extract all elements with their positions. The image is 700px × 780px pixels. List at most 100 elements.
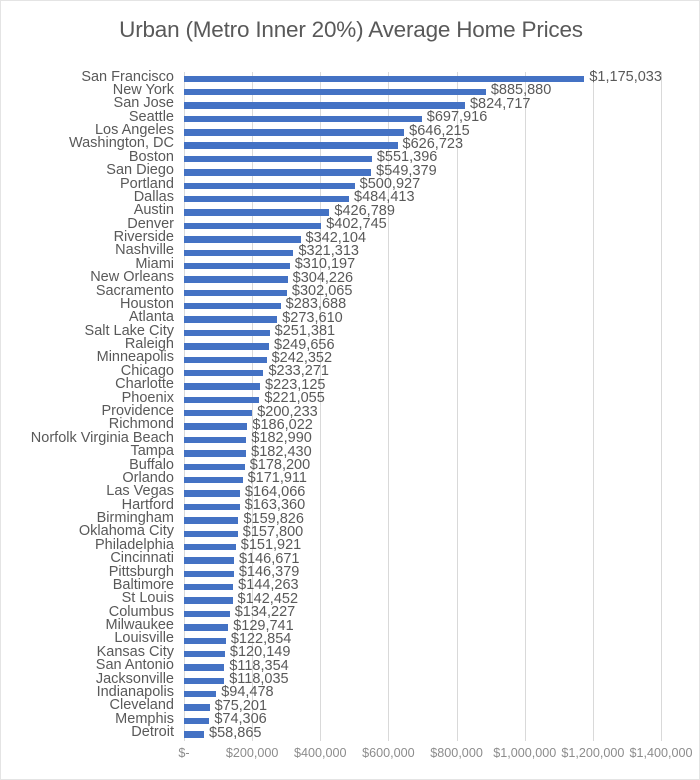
bar[interactable]: [184, 169, 372, 176]
bar[interactable]: [184, 543, 236, 551]
bar-row[interactable]: $302,065: [184, 284, 661, 300]
bar-row[interactable]: $134,227: [184, 605, 661, 621]
bar-row[interactable]: $142,452: [184, 592, 661, 608]
bar-row[interactable]: $75,201: [184, 699, 661, 715]
bar-row[interactable]: $58,865: [184, 725, 661, 742]
bar-row[interactable]: $342,104: [184, 230, 661, 247]
bar[interactable]: [184, 570, 234, 578]
bar-row[interactable]: $171,911: [184, 471, 661, 487]
bar[interactable]: [184, 222, 322, 230]
bar-row[interactable]: $182,990: [184, 431, 661, 447]
bar[interactable]: [184, 396, 260, 404]
bar[interactable]: [184, 209, 330, 216]
bar[interactable]: [184, 610, 230, 618]
bar-row[interactable]: $159,826: [184, 511, 661, 528]
bar-row[interactable]: $157,800: [184, 525, 661, 541]
bar[interactable]: [184, 557, 234, 564]
bar[interactable]: [184, 262, 290, 270]
bar[interactable]: [184, 717, 210, 725]
bar[interactable]: [184, 236, 301, 243]
bar[interactable]: [184, 356, 267, 363]
bar-row[interactable]: $626,723: [184, 137, 661, 153]
bar[interactable]: [184, 530, 238, 537]
bar-row[interactable]: $74,306: [184, 712, 661, 728]
bar-row[interactable]: $697,916: [184, 110, 661, 126]
bar[interactable]: [184, 584, 234, 591]
bar-row[interactable]: $283,688: [184, 297, 661, 313]
bar-row[interactable]: $146,379: [184, 565, 661, 581]
bar-row[interactable]: $200,233: [184, 404, 661, 421]
bar[interactable]: [184, 276, 288, 283]
bar[interactable]: [184, 490, 240, 497]
bar[interactable]: [184, 343, 270, 350]
bar[interactable]: [184, 289, 287, 297]
bar-row[interactable]: $646,215: [184, 123, 661, 140]
bar-row[interactable]: $146,671: [184, 551, 661, 568]
bar[interactable]: [184, 316, 278, 323]
bar-row[interactable]: $426,789: [184, 204, 661, 220]
bar-row[interactable]: $186,022: [184, 418, 661, 434]
bar[interactable]: [184, 303, 281, 310]
bar[interactable]: [184, 115, 422, 123]
bar[interactable]: [184, 450, 247, 457]
bar[interactable]: [184, 369, 264, 377]
bar-row[interactable]: $402,745: [184, 217, 661, 233]
bar[interactable]: [184, 196, 350, 203]
bar[interactable]: [184, 129, 405, 136]
bar-row[interactable]: $144,263: [184, 578, 661, 594]
bar[interactable]: [184, 517, 239, 524]
bar[interactable]: [184, 731, 205, 738]
bar[interactable]: [184, 436, 247, 444]
bar[interactable]: [184, 463, 245, 470]
bar[interactable]: [184, 597, 233, 604]
bar[interactable]: [184, 102, 465, 109]
bar-row[interactable]: $178,200: [184, 458, 661, 474]
bar-row[interactable]: $163,360: [184, 498, 661, 514]
bar[interactable]: [184, 664, 225, 671]
bar[interactable]: [184, 503, 240, 511]
bar-row[interactable]: $118,035: [184, 672, 661, 688]
bar-row[interactable]: $151,921: [184, 538, 661, 554]
bar-row[interactable]: $500,927: [184, 177, 661, 193]
bar-row[interactable]: $182,430: [184, 444, 661, 461]
bar-row[interactable]: $129,741: [184, 618, 661, 635]
bar-row[interactable]: $1,175,033: [184, 70, 662, 86]
bar[interactable]: [184, 155, 372, 163]
bar-row[interactable]: $321,313: [184, 244, 661, 260]
bar[interactable]: [184, 423, 248, 430]
bar-row[interactable]: $549,379: [184, 163, 661, 180]
bar-row[interactable]: $551,396: [184, 150, 661, 166]
bar[interactable]: [184, 249, 294, 256]
bar-row[interactable]: $824,717: [184, 97, 661, 113]
bar[interactable]: [184, 476, 243, 484]
bar-row[interactable]: $484,413: [184, 190, 661, 206]
bar[interactable]: [184, 410, 253, 417]
bar[interactable]: [184, 75, 585, 82]
bar[interactable]: [184, 677, 225, 685]
bar-row[interactable]: $120,149: [184, 645, 661, 661]
bar[interactable]: [184, 383, 261, 390]
bar-row[interactable]: $223,125: [184, 377, 661, 394]
bar-row[interactable]: $94,478: [184, 685, 661, 701]
bar[interactable]: [184, 637, 226, 644]
bar[interactable]: [184, 624, 229, 631]
bar-row[interactable]: $249,656: [184, 337, 661, 354]
bar[interactable]: [184, 142, 398, 149]
bar-row[interactable]: $242,352: [184, 351, 661, 367]
bar-row[interactable]: $122,854: [184, 632, 661, 648]
bar[interactable]: [184, 88, 486, 96]
bar-row[interactable]: $304,226: [184, 270, 661, 287]
bar-row[interactable]: $118,354: [184, 658, 661, 675]
bar-row[interactable]: $251,381: [184, 324, 661, 340]
bar-row[interactable]: $273,610: [184, 311, 661, 327]
bar[interactable]: [184, 329, 270, 337]
bar[interactable]: [184, 182, 355, 190]
bar-row[interactable]: $221,055: [184, 391, 661, 407]
bar[interactable]: [184, 691, 217, 698]
bar[interactable]: [184, 704, 210, 711]
bar[interactable]: [184, 650, 225, 658]
bar-row[interactable]: $233,271: [184, 364, 661, 380]
bar-row[interactable]: $885,880: [184, 83, 661, 99]
bar-row[interactable]: $310,197: [184, 257, 661, 273]
bar-row[interactable]: $164,066: [184, 485, 661, 501]
